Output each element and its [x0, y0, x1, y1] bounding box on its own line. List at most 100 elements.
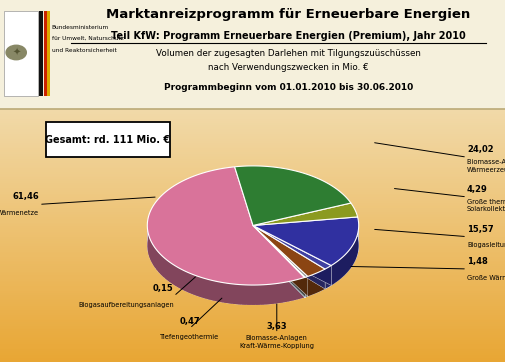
Bar	[0, 60, 505, 62]
Polygon shape	[265, 284, 269, 304]
Bar	[0, 49, 505, 51]
Bar	[0, 300, 505, 302]
Bar	[0, 172, 505, 174]
Bar	[0, 150, 505, 152]
Polygon shape	[252, 226, 324, 289]
Bar	[0, 255, 505, 257]
Bar	[0, 349, 505, 351]
Bar	[0, 42, 505, 43]
Bar	[0, 141, 505, 143]
Bar	[0, 181, 505, 183]
Bar	[0, 279, 505, 281]
Polygon shape	[252, 226, 305, 297]
Bar	[0, 243, 505, 244]
Bar	[0, 212, 505, 214]
Bar	[0, 13, 505, 14]
Polygon shape	[252, 226, 307, 296]
Bar	[0, 259, 505, 261]
Polygon shape	[149, 237, 150, 259]
Bar	[0, 94, 505, 96]
Text: Programmbeginn vom 01.01.2010 bis 30.06.2010: Programmbeginn vom 01.01.2010 bis 30.06.…	[164, 84, 412, 92]
Bar	[0, 317, 505, 319]
Bar	[0, 123, 505, 125]
Text: Biogasaufbereitungsanlagen: Biogasaufbereitungsanlagen	[78, 302, 173, 308]
Text: 24,02: 24,02	[466, 145, 493, 154]
Bar	[0, 328, 505, 329]
Bar	[0, 105, 505, 107]
Bar	[0, 315, 505, 317]
Bar	[0, 282, 505, 284]
Polygon shape	[255, 285, 260, 305]
Polygon shape	[331, 265, 332, 285]
Bar	[0, 275, 505, 277]
Bar	[0, 205, 505, 206]
Bar	[0, 4, 505, 5]
Bar	[0, 138, 505, 139]
Bar	[0, 121, 505, 123]
Bar	[0, 85, 505, 87]
Polygon shape	[206, 279, 210, 300]
Polygon shape	[210, 280, 214, 301]
Bar	[0, 235, 505, 237]
Polygon shape	[246, 285, 250, 305]
Bar	[0, 228, 505, 230]
FancyBboxPatch shape	[45, 122, 170, 157]
Bar	[0, 83, 505, 85]
Polygon shape	[194, 275, 197, 296]
Polygon shape	[252, 226, 331, 285]
Bar	[0, 45, 505, 47]
Bar	[0, 114, 505, 116]
Bar	[39, 11, 43, 96]
Bar	[0, 40, 505, 42]
Bar	[0, 98, 505, 100]
Bar	[0, 185, 505, 186]
Bar	[0, 33, 505, 34]
Bar	[0, 2, 505, 4]
Bar	[0, 357, 505, 358]
Polygon shape	[274, 283, 278, 304]
Bar	[0, 281, 505, 282]
Polygon shape	[176, 266, 179, 288]
Polygon shape	[234, 166, 350, 226]
Bar	[0, 244, 505, 246]
Bar	[0, 81, 505, 83]
Polygon shape	[252, 226, 331, 269]
Bar	[0, 248, 505, 250]
Bar	[0, 273, 505, 275]
Text: Wärmenetze: Wärmenetze	[0, 210, 39, 216]
Bar	[0, 224, 505, 226]
Bar	[0, 87, 505, 89]
Bar	[0, 107, 505, 109]
Polygon shape	[250, 285, 255, 305]
Polygon shape	[324, 265, 331, 289]
Bar	[0, 139, 505, 141]
Polygon shape	[252, 226, 305, 297]
Bar	[0, 358, 505, 360]
Bar	[0, 290, 505, 291]
Polygon shape	[252, 226, 304, 297]
Bar	[0, 0, 505, 109]
Bar	[0, 168, 505, 170]
Bar	[0, 250, 505, 252]
Polygon shape	[341, 257, 342, 277]
Bar	[0, 143, 505, 145]
Bar	[0, 89, 505, 90]
Bar	[0, 241, 505, 243]
Bar	[0, 147, 505, 148]
Polygon shape	[186, 272, 190, 293]
Bar	[0, 67, 505, 69]
Bar	[0, 355, 505, 357]
Bar	[0, 320, 505, 322]
Bar	[0, 237, 505, 239]
Bar	[0, 110, 505, 112]
Bar	[0, 232, 505, 233]
Bar	[0, 219, 505, 221]
Text: Biomasse-Anlagen
Kraft-Wärme-Kopplung: Biomasse-Anlagen Kraft-Wärme-Kopplung	[239, 335, 314, 349]
Bar	[0, 0, 505, 2]
Bar	[0, 80, 505, 81]
Bar	[0, 324, 505, 326]
Text: für Umwelt, Naturschutz: für Umwelt, Naturschutz	[52, 36, 123, 41]
Bar	[0, 51, 505, 52]
Polygon shape	[278, 283, 283, 303]
Bar	[0, 284, 505, 286]
